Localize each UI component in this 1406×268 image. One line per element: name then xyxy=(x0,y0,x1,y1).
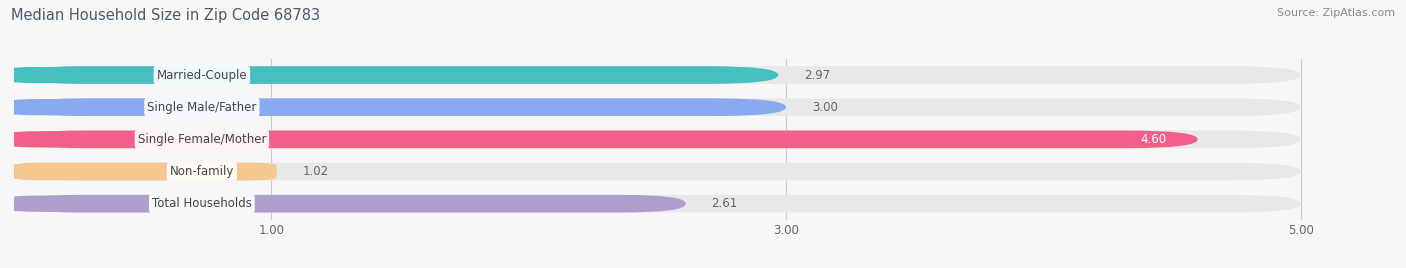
Text: 3.00: 3.00 xyxy=(811,101,838,114)
FancyBboxPatch shape xyxy=(14,163,277,180)
FancyBboxPatch shape xyxy=(14,131,1198,148)
Text: 1.02: 1.02 xyxy=(302,165,329,178)
Text: 2.61: 2.61 xyxy=(711,197,738,210)
Text: Source: ZipAtlas.com: Source: ZipAtlas.com xyxy=(1277,8,1395,18)
FancyBboxPatch shape xyxy=(14,66,1301,84)
Text: Total Households: Total Households xyxy=(152,197,252,210)
Text: Non-family: Non-family xyxy=(170,165,233,178)
Circle shape xyxy=(0,196,100,211)
FancyBboxPatch shape xyxy=(14,66,779,84)
Text: 4.60: 4.60 xyxy=(1140,133,1167,146)
Circle shape xyxy=(0,164,100,179)
FancyBboxPatch shape xyxy=(14,195,1301,213)
FancyBboxPatch shape xyxy=(14,163,1301,180)
Circle shape xyxy=(0,100,100,115)
FancyBboxPatch shape xyxy=(14,98,1301,116)
Circle shape xyxy=(0,68,100,83)
Text: Single Male/Father: Single Male/Father xyxy=(148,101,256,114)
FancyBboxPatch shape xyxy=(14,131,1301,148)
Text: 2.97: 2.97 xyxy=(804,69,831,81)
Text: Single Female/Mother: Single Female/Mother xyxy=(138,133,266,146)
FancyBboxPatch shape xyxy=(14,195,686,213)
Text: Married-Couple: Married-Couple xyxy=(156,69,247,81)
FancyBboxPatch shape xyxy=(14,98,786,116)
Text: Median Household Size in Zip Code 68783: Median Household Size in Zip Code 68783 xyxy=(11,8,321,23)
Circle shape xyxy=(0,132,100,147)
